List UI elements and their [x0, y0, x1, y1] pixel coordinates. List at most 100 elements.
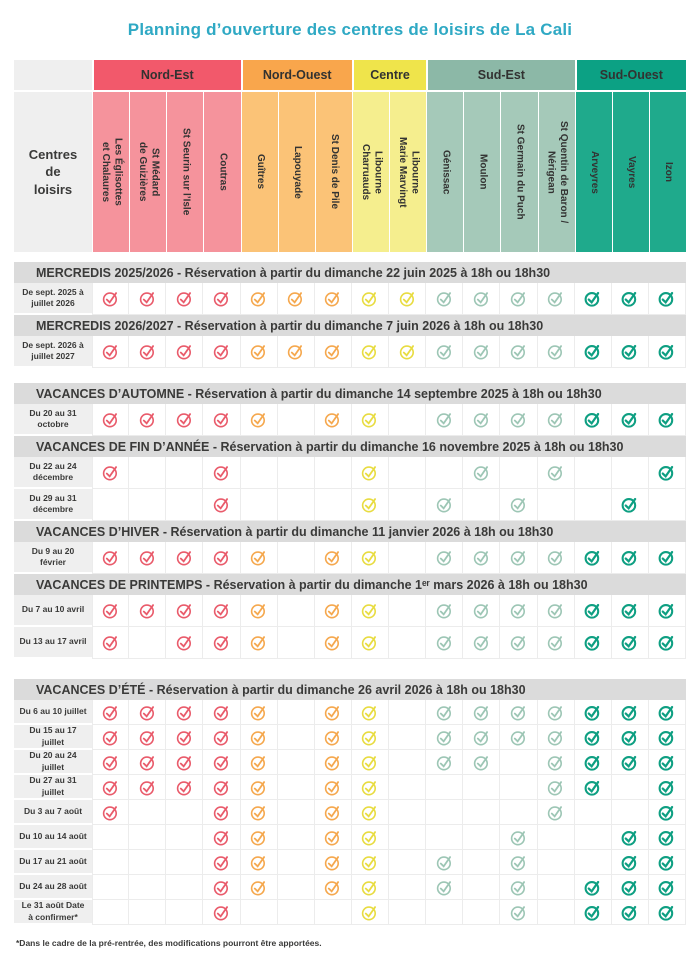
schedule-cell [277, 725, 315, 750]
schedule-cell [537, 489, 575, 521]
column-header-label: Libourne Charruauds [359, 143, 384, 201]
schedule-cell [389, 457, 427, 489]
schedule-cell [500, 725, 538, 750]
schedule-cell [648, 875, 686, 900]
schedule-cell [611, 900, 649, 925]
table-row: Du 15 au 17 juillet [14, 725, 686, 750]
schedule-cell [389, 404, 427, 436]
schedule-cell [240, 725, 278, 750]
check-icon [659, 755, 674, 771]
schedule-cell [314, 595, 352, 627]
check-icon [176, 292, 191, 307]
schedule-cell [537, 595, 575, 627]
check-icon [436, 880, 451, 895]
schedule-cell [463, 336, 501, 368]
schedule-cell [463, 700, 501, 725]
check-icon [436, 755, 451, 770]
check-icon [584, 705, 600, 721]
schedule-cell [648, 750, 686, 775]
check-icon [547, 805, 563, 820]
check-icon [362, 292, 377, 307]
check-icon [250, 413, 266, 428]
schedule-cell [92, 404, 130, 436]
section-header: VACANCES D’HIVER - Réservation à partir … [14, 521, 686, 542]
check-icon [102, 292, 118, 307]
schedule-cell [314, 700, 352, 725]
schedule-cell [203, 775, 241, 800]
schedule-cell [537, 700, 575, 725]
check-icon [473, 413, 488, 428]
check-icon [510, 905, 525, 920]
check-icon [510, 705, 525, 720]
schedule-cell [277, 875, 315, 900]
schedule-cell [537, 775, 575, 800]
check-icon [325, 730, 340, 745]
table-row: Du 9 au 20 février [14, 542, 686, 574]
schedule-cell [92, 900, 130, 925]
schedule-cell [537, 404, 575, 436]
schedule-cell [648, 283, 686, 315]
schedule-cell [203, 700, 241, 725]
section-header: VACANCES DE FIN D’ANNÉE - Réservation à … [14, 436, 686, 457]
schedule-cell [574, 850, 612, 875]
column-header: St Denis de Pile [314, 92, 352, 252]
check-icon [547, 780, 563, 795]
schedule-cell [314, 775, 352, 800]
schedule-cell [203, 404, 241, 436]
schedule-cell [500, 850, 538, 875]
check-icon [325, 345, 340, 360]
schedule-cell [203, 850, 241, 875]
schedule-cell [314, 404, 352, 436]
schedule-cell [166, 775, 204, 800]
schedule-cell [166, 825, 204, 850]
schedule-cell [277, 627, 315, 659]
check-icon [325, 830, 340, 845]
check-icon [436, 730, 451, 745]
schedule-cell [426, 900, 464, 925]
schedule-cell [240, 825, 278, 850]
check-icon [621, 497, 637, 513]
check-icon [621, 755, 637, 771]
check-icon [584, 780, 600, 796]
check-icon [473, 604, 488, 619]
schedule-cell [92, 336, 130, 368]
schedule-cell [389, 489, 427, 521]
column-header-label: St Germain du Puch [514, 124, 526, 220]
column-header-label: Vayres [626, 155, 638, 189]
check-icon [362, 755, 377, 770]
schedule-cell [574, 283, 612, 315]
schedule-cell [351, 775, 389, 800]
schedule-cell [537, 750, 575, 775]
schedule-cell [240, 336, 278, 368]
row-label: Le 31 août Date à confirmer* [14, 900, 92, 925]
schedule-cell [611, 750, 649, 775]
check-icon [510, 830, 525, 845]
schedule-cell [277, 404, 315, 436]
check-icon [287, 292, 303, 307]
schedule-cell [129, 750, 167, 775]
schedule-cell [500, 900, 538, 925]
check-icon [547, 705, 563, 720]
table-row: De sept. 2026 à juillet 2027 [14, 336, 686, 368]
schedule-cell [203, 627, 241, 659]
schedule-cell [537, 542, 575, 574]
schedule-cell [314, 875, 352, 900]
check-icon [659, 291, 674, 307]
schedule-cell [574, 775, 612, 800]
schedule-cell [426, 850, 464, 875]
check-icon [102, 466, 118, 481]
schedule-cell [92, 627, 130, 659]
schedule-cell [500, 595, 538, 627]
schedule-cell [426, 700, 464, 725]
schedule-cell [92, 457, 130, 489]
check-icon [584, 755, 600, 771]
schedule-cell [574, 825, 612, 850]
schedule-cell [166, 404, 204, 436]
schedule-cell [203, 900, 241, 925]
schedule-cell [463, 750, 501, 775]
schedule-cell [92, 700, 130, 725]
schedule-cell [277, 800, 315, 825]
check-icon [102, 636, 118, 651]
column-header-label: Izon [663, 162, 675, 182]
check-icon [362, 551, 377, 566]
